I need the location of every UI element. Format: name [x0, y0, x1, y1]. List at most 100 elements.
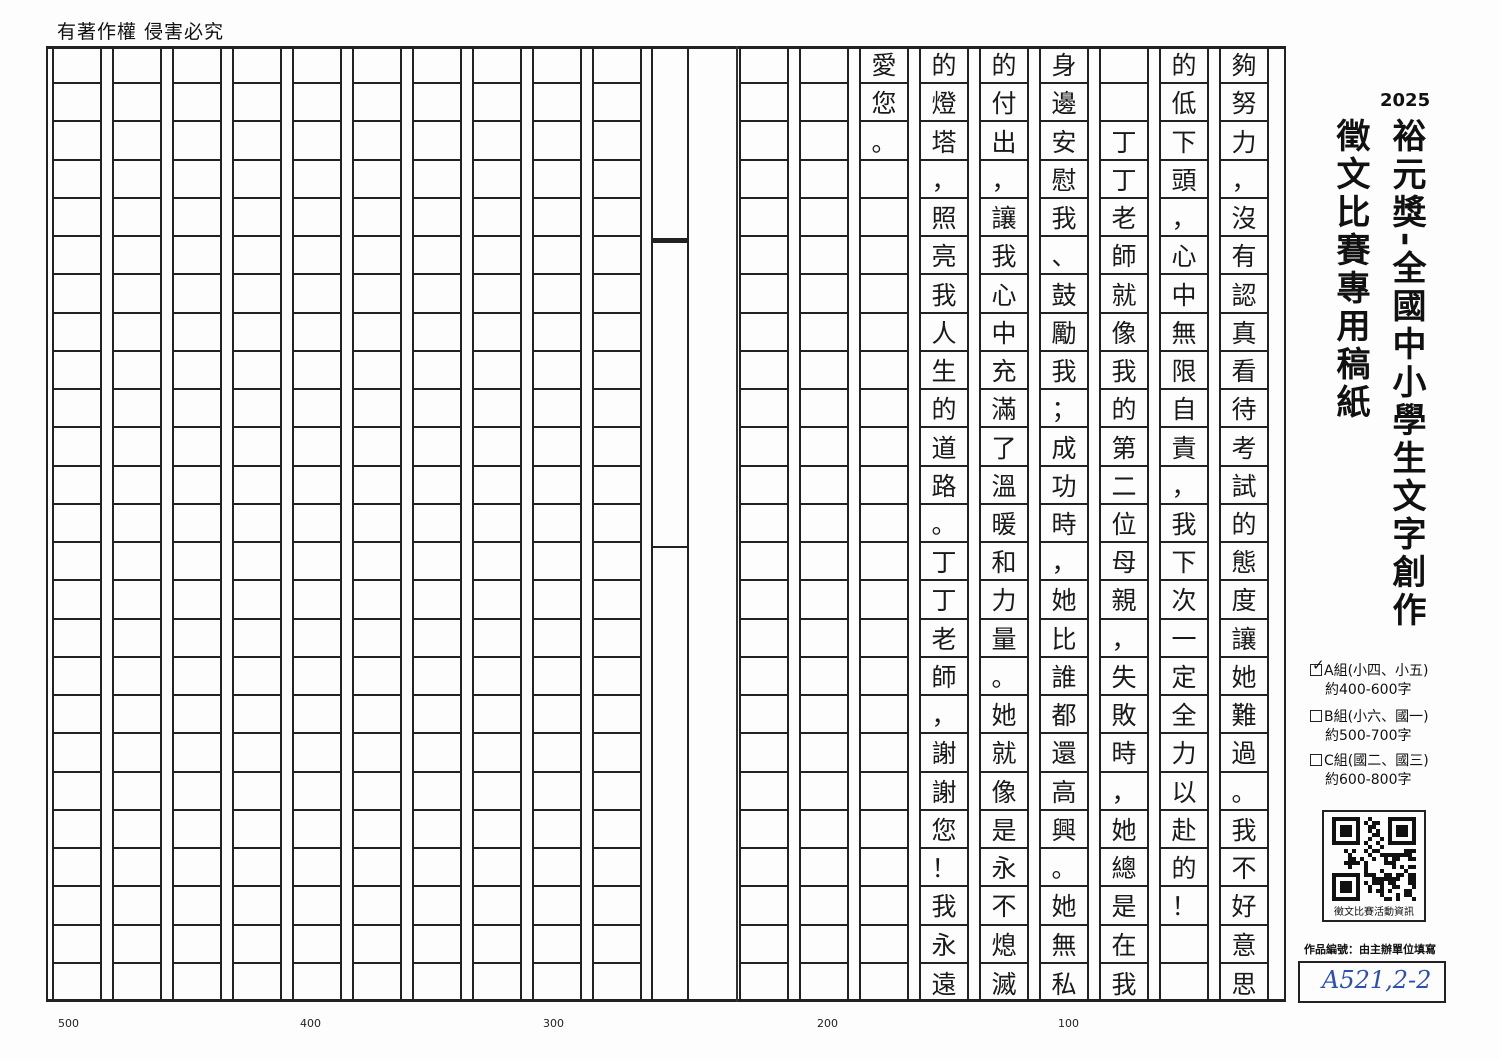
grid-cell [741, 505, 787, 544]
qr-module [1340, 897, 1344, 901]
grid-cell [861, 887, 907, 926]
grid-cell [114, 199, 160, 238]
grid-cell [354, 199, 400, 238]
grid-cell: 以 [1161, 773, 1207, 811]
qr-module [1384, 857, 1388, 861]
qr-module [1332, 877, 1336, 881]
grid-cell: 安 [1041, 122, 1087, 161]
grid-cell [801, 161, 847, 199]
grid-cell [741, 352, 787, 391]
grid-cell: 充 [981, 352, 1027, 391]
grid-column [52, 46, 102, 1002]
qr-module [1368, 817, 1372, 821]
grid-column [472, 46, 522, 1002]
qr-module [1396, 857, 1400, 861]
grid-cell: 她 [1041, 887, 1087, 926]
grid-cell: 認 [1221, 275, 1267, 314]
qr-module [1412, 833, 1416, 837]
qr-module [1404, 849, 1408, 853]
qr-module [1400, 873, 1404, 877]
grid-cell [174, 773, 220, 811]
grid-column [532, 46, 582, 1002]
checkbox-checked[interactable]: ✓ [1310, 656, 1325, 676]
grid-cell [1101, 84, 1147, 123]
qr-module [1356, 893, 1360, 897]
grid-cell: 了 [981, 428, 1027, 467]
grid-cell [474, 428, 520, 467]
grid-cell [414, 734, 460, 773]
grid-cell [594, 352, 640, 391]
grid-column: 愛您。 [859, 46, 909, 1002]
grid-cell [861, 696, 907, 735]
grid-cell [354, 734, 400, 773]
grid-cell: 我 [1111, 969, 1137, 999]
grid-cell [414, 581, 460, 620]
grid-cell [594, 84, 640, 123]
checkbox-unchecked[interactable] [1310, 710, 1322, 722]
grid-cell [54, 505, 100, 544]
grid-cell [594, 428, 640, 467]
grid-cell: 塔 [921, 122, 967, 161]
qr-module [1376, 821, 1380, 825]
grid-cell [801, 849, 847, 888]
grid-cell [414, 428, 460, 467]
grid-cell: 生 [921, 352, 967, 391]
grid-cell [294, 811, 340, 850]
grid-cell [54, 161, 100, 199]
grid-cell: 中 [1161, 275, 1207, 314]
group-option-a[interactable]: ✓ A組(小四、小五) 約400-600字 [1310, 656, 1429, 700]
grid-cell: 是 [1101, 887, 1147, 926]
grid-cell [801, 84, 847, 123]
grid-cell [741, 84, 787, 123]
grid-cell [234, 964, 280, 1002]
grid-cell [861, 352, 907, 391]
qr-module [1336, 897, 1340, 901]
qr-module [1392, 857, 1396, 861]
qr-module [1400, 865, 1404, 869]
grid-cell [534, 122, 580, 161]
grid-cell: 下 [1161, 122, 1207, 161]
grid-cell [534, 314, 580, 352]
grid-cell [414, 964, 460, 1002]
qr-module [1412, 857, 1416, 861]
grid-cell [354, 543, 400, 582]
grid-cell: ！ [921, 849, 967, 888]
grid-cell: ！ [1161, 887, 1207, 926]
grid-cell [54, 734, 100, 773]
grid-cell [234, 734, 280, 773]
qr-module [1344, 861, 1348, 865]
qr-module [1372, 833, 1376, 837]
qr-module [1376, 881, 1380, 885]
group-option-c[interactable]: C組(國二、國三) 約600-800字 [1310, 752, 1429, 790]
qr-module [1408, 841, 1412, 845]
grid-cell [534, 467, 580, 505]
grid-cell: 亮 [921, 237, 967, 276]
grid-cell [294, 46, 340, 85]
qr-module [1344, 897, 1348, 901]
grid-cell: 思 [1231, 969, 1257, 999]
grid-cell: 次 [1161, 581, 1207, 620]
qr-module [1404, 869, 1408, 873]
grid-cell [54, 275, 100, 314]
grid-cell [534, 581, 580, 620]
qr-module [1348, 861, 1352, 865]
grid-cell [234, 658, 280, 697]
grid-cell [594, 734, 640, 773]
group-option-b[interactable]: B組(小六、國一) 約500-700字 [1310, 708, 1429, 746]
grid-cell [594, 46, 640, 85]
grid-cell [534, 696, 580, 735]
qr-code-box: 徵文比賽活動資訊 [1322, 810, 1426, 922]
qr-module [1356, 825, 1360, 829]
grid-cell [54, 428, 100, 467]
checkbox-unchecked[interactable] [1310, 754, 1322, 766]
qr-module [1396, 897, 1400, 901]
grid-cell: ， [1221, 161, 1267, 199]
scale-number: 400 [300, 1017, 321, 1030]
grid-cell: 邊 [1041, 84, 1087, 123]
qr-module [1412, 897, 1416, 901]
grid-column: 丁丁老師就像我的第二位母親，失敗時，她總是在我 [1099, 46, 1149, 1002]
grid-cell [741, 161, 787, 199]
grid-cell [414, 84, 460, 123]
grid-cell [414, 199, 460, 238]
qr-module [1380, 845, 1384, 849]
